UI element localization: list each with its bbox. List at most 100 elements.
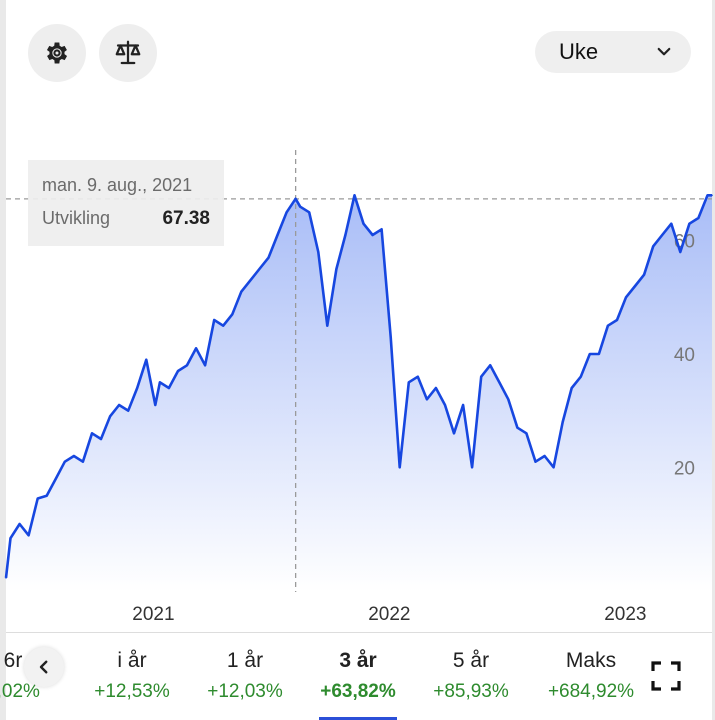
data-point [335, 268, 338, 270]
data-point [258, 268, 261, 270]
data-point [516, 426, 519, 429]
data-point [598, 353, 600, 355]
chevron-left-icon [39, 660, 48, 674]
data-point [679, 251, 682, 253]
data-point [294, 198, 297, 200]
data-point [91, 432, 93, 435]
data-point [344, 234, 347, 236]
period-tabs: 6r 3,02% i år +12,53% 1 år +12,03% 3 år … [0, 633, 715, 720]
data-point [353, 194, 356, 197]
data-point [435, 387, 437, 389]
data-point [362, 222, 365, 225]
data-point [616, 319, 618, 321]
data-point [267, 256, 270, 259]
x-tick-label: 2021 [132, 604, 174, 625]
data-point [652, 245, 654, 248]
data-point [109, 415, 111, 418]
compare-button[interactable] [99, 24, 157, 82]
data-point [186, 364, 188, 367]
data-point [213, 319, 215, 321]
data-point [18, 523, 21, 525]
right-frame-border [712, 0, 715, 720]
data-point [489, 364, 492, 367]
data-point [711, 194, 713, 197]
data-point [570, 387, 573, 389]
data-point [643, 273, 645, 276]
data-point [543, 455, 546, 457]
data-point [534, 460, 537, 463]
data-point [498, 381, 501, 384]
data-point [159, 381, 161, 384]
data-point [444, 404, 446, 406]
settings-button[interactable] [28, 24, 86, 82]
data-point [579, 375, 582, 378]
data-point [552, 466, 555, 469]
data-point [453, 432, 455, 435]
data-point [54, 477, 57, 480]
data-point [118, 404, 120, 406]
data-point [471, 466, 473, 469]
tab-change: +684,92% [547, 681, 635, 702]
tab-5y[interactable]: 5 år +85,93% [416, 633, 526, 720]
data-point [127, 409, 129, 412]
data-point [204, 364, 206, 367]
data-point [561, 421, 564, 423]
data-point [697, 217, 700, 219]
tab-max[interactable]: Maks +684,92% [536, 633, 646, 720]
chevron-down-icon [657, 47, 671, 56]
data-point [326, 324, 329, 327]
data-point [249, 279, 252, 282]
data-point [145, 358, 148, 361]
tooltip-label: Utvikling [42, 208, 111, 228]
tab-6m[interactable]: 6r 3,02% [0, 633, 68, 720]
tab-change: +63,82% [320, 681, 396, 702]
tab-label: Maks [565, 649, 617, 672]
data-point [670, 222, 673, 225]
tab-label: i år [117, 649, 147, 672]
data-point [589, 353, 591, 355]
data-point [308, 211, 311, 214]
data-point [222, 324, 225, 327]
data-point [231, 313, 234, 316]
tabs-scroll-left-button[interactable] [24, 647, 64, 687]
data-point [64, 460, 66, 463]
x-axis-ticks: 2021 2022 2023 [132, 604, 646, 625]
chart-area-fill [6, 195, 712, 593]
data-point [480, 375, 482, 378]
y-tick-label: 20 [674, 458, 695, 479]
data-point [634, 285, 636, 287]
data-point [525, 432, 528, 435]
data-point [73, 455, 75, 457]
data-point [100, 438, 102, 440]
chart-tooltip: man. 9. aug., 2021 Utvikling 67.38 [28, 160, 224, 246]
scale-icon [115, 40, 141, 65]
data-point [607, 324, 609, 327]
data-point [299, 205, 301, 208]
data-point [195, 347, 197, 350]
data-point [276, 234, 279, 236]
data-point [9, 537, 12, 539]
data-point [136, 387, 139, 389]
tab-ytd[interactable]: i år +12,53% [77, 633, 187, 720]
tab-label: 3 år [339, 649, 377, 672]
series-points [5, 194, 713, 579]
data-point [27, 534, 30, 537]
data-point [240, 290, 243, 293]
data-point [407, 381, 410, 384]
x-tick-label: 2022 [368, 604, 410, 625]
interval-select[interactable]: Uke [535, 31, 691, 73]
tooltip-value: 67.38 [162, 208, 210, 229]
data-point [177, 370, 179, 372]
data-point [389, 336, 392, 338]
tab-change: +12,53% [94, 681, 170, 702]
fullscreen-button[interactable] [646, 656, 686, 696]
tab-1y[interactable]: 1 år +12,03% [190, 633, 300, 720]
tab-3y[interactable]: 3 år +63,82% [303, 633, 413, 720]
data-point [426, 398, 428, 401]
tooltip-date: man. 9. aug., 2021 [42, 175, 193, 195]
data-point [82, 460, 84, 463]
data-point [688, 222, 691, 225]
tab-label: 6r [3, 649, 23, 672]
data-point [36, 497, 39, 500]
